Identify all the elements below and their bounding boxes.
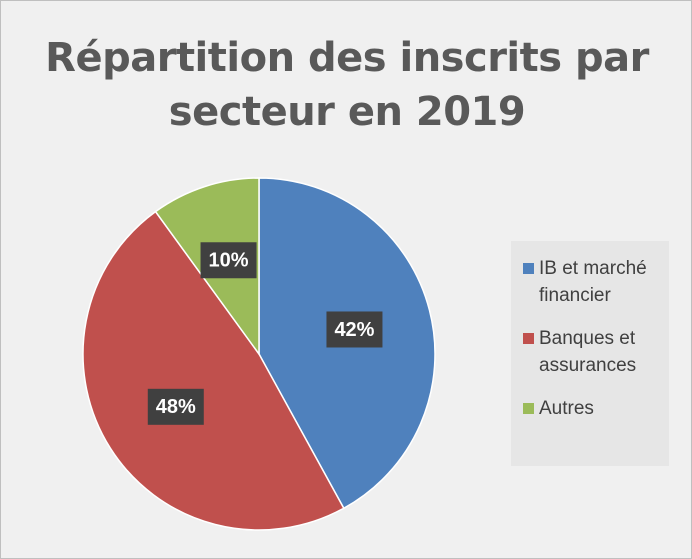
legend-entry: IB et marché financier (519, 255, 661, 309)
legend-swatch (523, 403, 534, 414)
legend-swatch (523, 263, 534, 274)
data-label-box (200, 242, 257, 279)
legend-label: IB et marché financier (539, 258, 647, 306)
pie-slice (82, 210, 345, 531)
legend-label: Autres (539, 398, 594, 419)
legend-label: Banques et assurances (539, 328, 637, 376)
legend-swatch (523, 333, 534, 344)
data-label: 42% (334, 319, 374, 341)
legend-entry: Autres (519, 395, 661, 422)
data-label-box (326, 311, 383, 348)
data-label: 48% (156, 396, 196, 418)
data-label: 10% (209, 250, 249, 272)
legend: IB et marché financier Banques et assuran… (511, 241, 669, 466)
data-label-box (147, 388, 204, 425)
legend-entry: Banques et assurances (519, 325, 661, 379)
chart-title: Répartition des inscrits par secteur en … (45, 35, 649, 135)
